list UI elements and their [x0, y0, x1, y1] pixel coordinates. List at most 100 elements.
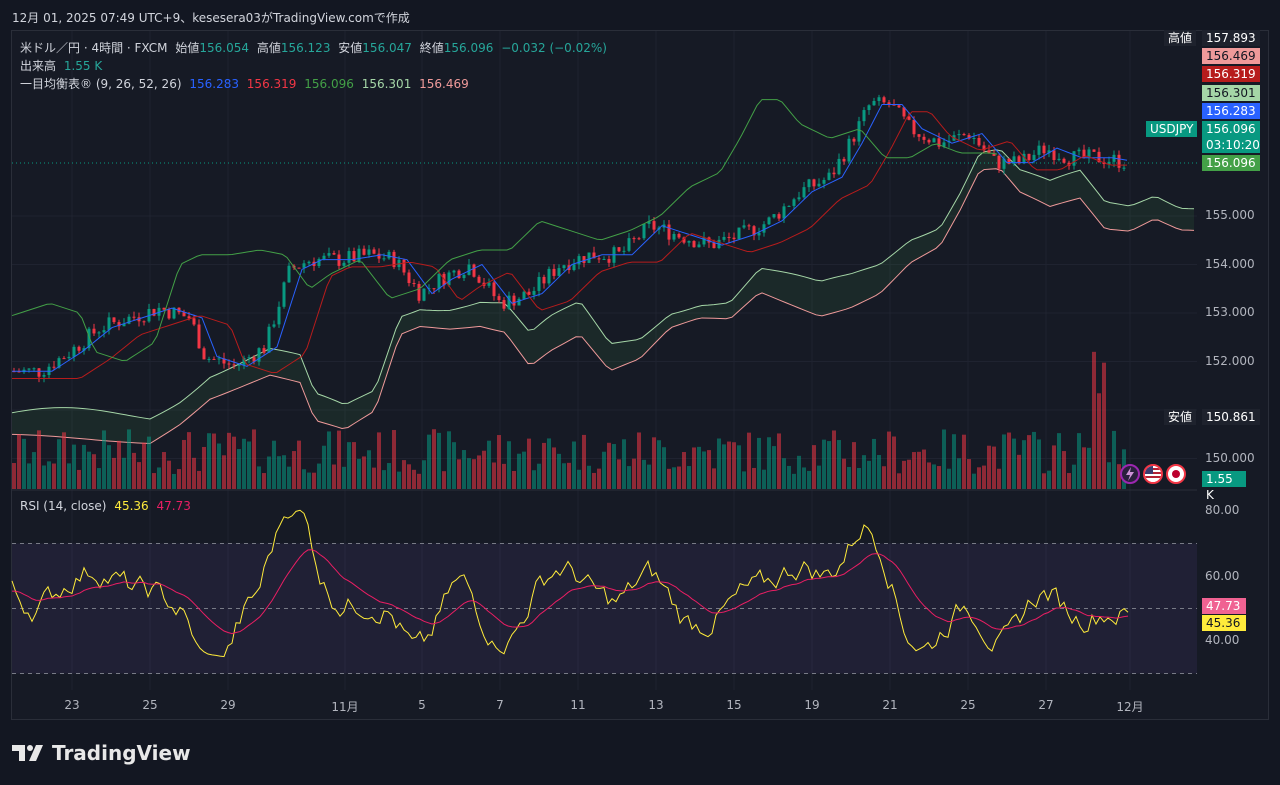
- jp-flag-icon[interactable]: [1166, 464, 1186, 484]
- candle-body: [532, 290, 536, 295]
- volume-bar: [107, 445, 111, 489]
- candle-body: [742, 225, 746, 228]
- volume-bar: [897, 473, 901, 489]
- volume-bar: [842, 458, 846, 489]
- candle-body: [467, 264, 471, 275]
- rsi-line: [11, 509, 1129, 658]
- candle-body: [587, 252, 591, 263]
- candle-body: [477, 276, 481, 283]
- volume-bar: [787, 465, 791, 489]
- candle-body: [452, 270, 456, 273]
- candle-body: [1027, 153, 1031, 160]
- symbol-name[interactable]: 米ドル／円 · 4時間 · FXCM: [20, 41, 168, 55]
- candle-body: [527, 291, 531, 295]
- volume-bar: [322, 445, 326, 489]
- candle-body: [677, 233, 681, 238]
- candle-body: [207, 358, 211, 360]
- volume-bar: [427, 434, 431, 489]
- candle-body: [727, 236, 731, 238]
- candle-body: [72, 346, 76, 357]
- candle-body: [1057, 158, 1061, 160]
- candle-body: [1097, 151, 1101, 163]
- candle-body: [642, 223, 646, 239]
- candle-body: [997, 155, 1001, 169]
- change-value: −0.032 (−0.02%): [501, 41, 607, 55]
- candle-body: [572, 264, 576, 271]
- candle-body: [1072, 151, 1076, 166]
- volume-bar: [467, 458, 471, 489]
- volume-bar: [232, 436, 236, 489]
- volume-bar: [487, 440, 491, 489]
- symbol-legend[interactable]: 米ドル／円 · 4時間 · FXCM 始値156.054 高値156.123 安…: [20, 39, 611, 56]
- candle-body: [777, 214, 781, 219]
- volume-bar: [392, 430, 396, 489]
- candle-body: [692, 241, 696, 248]
- candle-body: [277, 306, 281, 325]
- candle-body: [967, 135, 971, 139]
- volume-bar: [72, 444, 76, 489]
- volume-bar: [587, 465, 591, 489]
- candle-body: [367, 249, 371, 255]
- tradingview-logo-icon: [12, 745, 43, 761]
- volume-legend[interactable]: 出来高 1.55 K: [20, 57, 106, 74]
- volume-bar: [432, 429, 436, 489]
- chikou-span-line: [11, 99, 998, 362]
- candle-body: [27, 368, 31, 370]
- candle-body: [707, 237, 711, 243]
- volume-bar: [452, 442, 456, 489]
- ichimoku-lines: [11, 99, 1128, 379]
- volume-bar: [42, 465, 46, 489]
- candle-body: [687, 241, 691, 243]
- volume-bar: [522, 451, 526, 489]
- ichimoku-cloud: [11, 149, 1195, 445]
- volume-bar: [82, 444, 86, 489]
- volume-bar: [402, 460, 406, 489]
- rsi-label: RSI (14, close): [20, 499, 107, 513]
- volume-bar: [192, 457, 196, 489]
- volume-bar: [612, 444, 616, 489]
- volume-bar: [387, 463, 391, 489]
- candle-body: [37, 368, 41, 377]
- candle-body: [502, 300, 506, 309]
- volume-bar: [777, 433, 781, 489]
- candle-body: [552, 268, 556, 276]
- candle-body: [562, 265, 566, 269]
- candle-body: [417, 283, 421, 301]
- ichimoku-legend[interactable]: 一目均衡表® (9, 26, 52, 26) 156.283 156.319 1…: [20, 75, 473, 92]
- tradingview-logo[interactable]: TradingView: [12, 741, 191, 765]
- candle-body: [802, 187, 806, 198]
- volume-bar: [362, 456, 366, 489]
- us-flag-icon[interactable]: [1143, 464, 1163, 484]
- volume-bar: [182, 439, 186, 489]
- volume-bar: [662, 447, 666, 489]
- candle-body: [782, 206, 786, 219]
- volume-bar: [647, 464, 651, 489]
- candle-body: [472, 264, 476, 277]
- volume-bar: [247, 441, 251, 489]
- volume-bar: [442, 471, 446, 489]
- volume-bar: [767, 437, 771, 489]
- volume-bar: [702, 451, 706, 489]
- volume-bar: [597, 468, 601, 489]
- volume-bar: [217, 443, 221, 489]
- volume-bar: [667, 468, 671, 489]
- candle-body: [382, 258, 386, 260]
- volume-bar: [157, 467, 161, 489]
- volume-bar: [52, 463, 56, 489]
- candle-body: [1047, 150, 1051, 154]
- candle-body: [257, 348, 261, 362]
- rsi-legend[interactable]: RSI (14, close) 45.36 47.73: [20, 499, 195, 513]
- volume-bar: [1067, 473, 1071, 489]
- candle-body: [672, 233, 676, 240]
- volume-bar: [212, 433, 216, 489]
- volume-bar: [172, 473, 176, 489]
- candle-body: [702, 237, 706, 245]
- lightning-icon[interactable]: [1120, 464, 1140, 484]
- candle-body: [197, 324, 201, 349]
- volume-bar: [342, 466, 346, 489]
- volume-bar: [627, 466, 631, 489]
- candle-body: [772, 214, 776, 218]
- volume-bar: [722, 444, 726, 489]
- volume-bar: [922, 449, 926, 489]
